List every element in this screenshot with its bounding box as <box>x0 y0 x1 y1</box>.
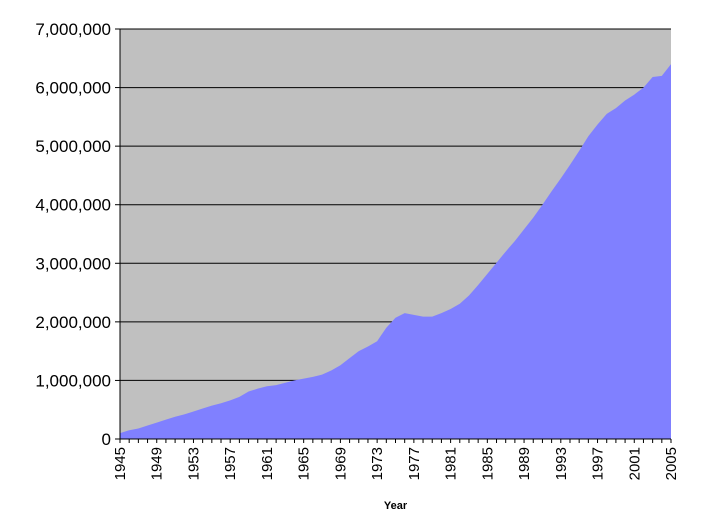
x-tick-label: 1981 <box>443 447 460 480</box>
x-tick-label: 1973 <box>369 447 386 480</box>
y-tick-label: 2,000,000 <box>35 313 111 332</box>
x-tick-label: 1989 <box>516 447 533 480</box>
y-tick-label: 0 <box>102 430 111 449</box>
y-axis-ticks: 0 1,000,000 2,000,000 3,000,000 4,000,000 5,0… <box>35 20 120 449</box>
y-tick-label: 3,000,000 <box>35 254 111 273</box>
x-tick-label: 1997 <box>590 447 607 480</box>
x-axis-ticks: 1945 1949 1953 1957 1961 1965 1969 1973 1977 1981… <box>112 439 680 480</box>
data-area <box>120 64 671 439</box>
x-tick-label: 1985 <box>479 447 496 480</box>
x-tick-label: 2005 <box>663 447 680 480</box>
x-tick-label: 1965 <box>296 447 313 480</box>
x-tick-label: 1957 <box>222 447 239 480</box>
x-axis-label: Year <box>384 500 408 512</box>
y-tick-label: 4,000,000 <box>35 196 111 215</box>
y-tick-label: 1,000,000 <box>35 371 111 390</box>
x-tick-label: 1961 <box>259 447 276 480</box>
x-tick-label: 1969 <box>332 447 349 480</box>
x-tick-label: 1949 <box>149 447 166 480</box>
x-tick-label: 1993 <box>553 447 570 480</box>
x-tick-label: 1977 <box>406 447 423 480</box>
y-tick-label: 6,000,000 <box>35 79 111 98</box>
y-tick-label: 5,000,000 <box>35 137 111 156</box>
x-tick-label: 1945 <box>112 447 129 480</box>
y-tick-label: 7,000,000 <box>35 20 111 39</box>
x-tick-label: 2001 <box>626 447 643 480</box>
x-tick-label: 1953 <box>185 447 202 480</box>
